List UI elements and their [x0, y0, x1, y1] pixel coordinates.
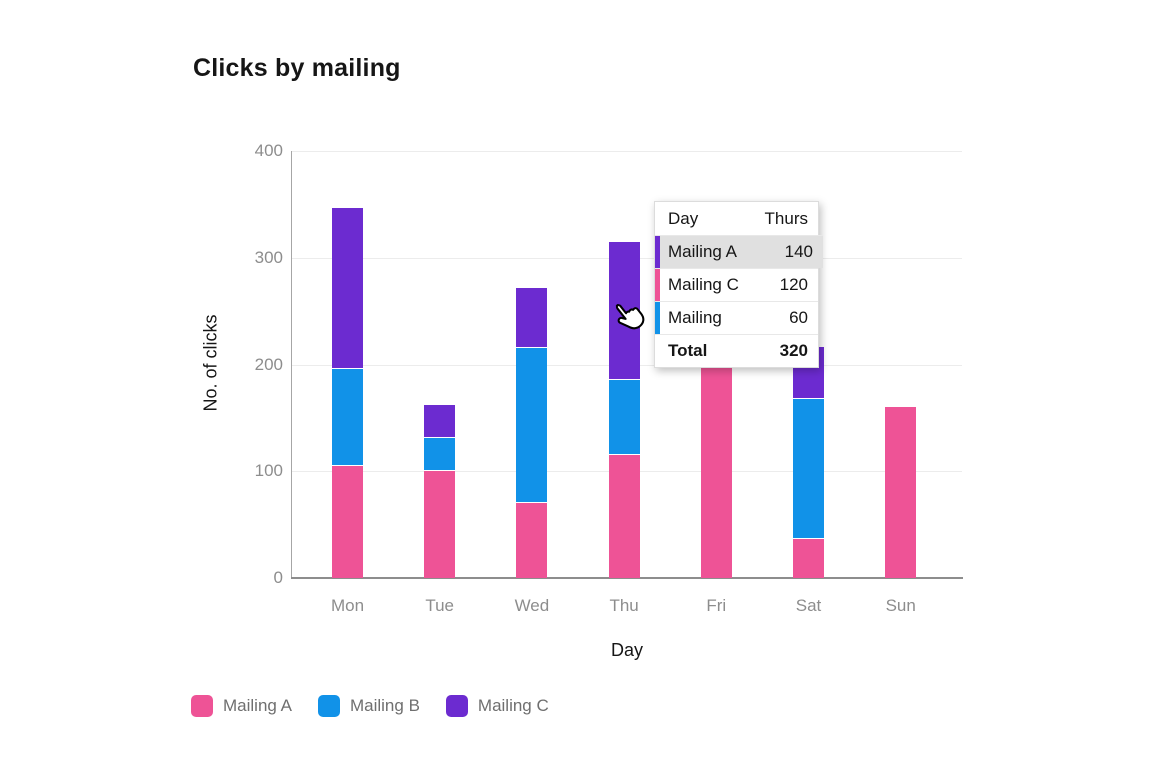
bar-segment-mailing-c[interactable]	[424, 405, 456, 438]
legend: Mailing A Mailing B Mailing C	[191, 695, 549, 717]
legend-swatch-mailing-a	[191, 695, 213, 717]
gridline-400	[292, 151, 962, 152]
y-axis-ticks: 0 100 200 300 400	[193, 142, 283, 587]
tooltip-row-mailing-a: Mailing A 140	[655, 235, 823, 268]
bar-segment-mailing-b[interactable]	[516, 347, 548, 503]
tooltip-value: Thurs	[764, 208, 808, 228]
tooltip-value: 140	[784, 242, 813, 261]
bar-segment-mailing-b[interactable]	[424, 438, 456, 471]
tooltip-value: 320	[779, 341, 808, 360]
y-tick-label-100: 100	[254, 461, 283, 481]
tooltip-value: 120	[779, 275, 808, 294]
bar-thu[interactable]	[608, 241, 640, 578]
bar-segment-mailing-a[interactable]	[793, 538, 824, 578]
bar-segment-mailing-a[interactable]	[516, 503, 548, 578]
bar-segment-mailing-b[interactable]	[332, 368, 363, 465]
y-tick-label-0: 0	[273, 568, 283, 587]
legend-label: Mailing B	[349, 696, 420, 715]
x-tick-label-wed: Wed	[514, 596, 550, 615]
bar-segment-mailing-a[interactable]	[332, 465, 363, 578]
x-axis-title: Day	[610, 640, 643, 660]
x-axis-line	[291, 577, 963, 579]
tooltip-swatch	[655, 269, 660, 301]
tooltip-value: 60	[789, 308, 808, 327]
bar-segment-mailing-c[interactable]	[332, 207, 363, 368]
bar-segment-mailing-b[interactable]	[793, 398, 824, 538]
legend-label: Mailing A	[223, 696, 292, 715]
bar-segment-mailing-c[interactable]	[516, 287, 548, 347]
legend-swatch-mailing-c	[445, 695, 468, 717]
tooltip-label: Mailing A	[668, 242, 737, 261]
x-axis-ticks: Mon Tue Wed Thu Fri Sat Sun	[292, 596, 962, 618]
bar-tue[interactable]	[424, 405, 456, 578]
x-tick-label-sat: Sat	[795, 596, 822, 615]
bar-sat[interactable]	[793, 346, 824, 578]
bar-fri[interactable]	[700, 364, 732, 578]
hand-pointer-cursor	[606, 291, 656, 343]
bar-mon[interactable]	[332, 207, 363, 578]
legend-label: Mailing C	[477, 696, 549, 715]
legend-swatch-mailing-b	[317, 695, 340, 717]
tooltip-swatch	[655, 302, 660, 334]
y-tick-label-200: 200	[254, 354, 283, 374]
bar-segment-mailing-a[interactable]	[608, 455, 640, 578]
tooltip: Day Thurs Mailing A 140 Mailing C 120 Mailing 6…	[654, 201, 823, 368]
plot-area	[292, 151, 962, 578]
tooltip-row-total: Total 320	[655, 334, 818, 367]
y-tick-label-300: 300	[254, 247, 283, 267]
tooltip-swatch	[655, 236, 660, 268]
bar-wed[interactable]	[516, 287, 548, 578]
tooltip-row-mailing: Mailing 60	[655, 301, 818, 334]
bar-segment-mailing-a[interactable]	[885, 407, 917, 578]
tooltip-label: Day	[668, 208, 699, 228]
y-axis-line	[291, 151, 292, 579]
legend-item-mailing-c[interactable]: Mailing C	[445, 695, 549, 717]
x-tick-label-sun: Sun	[885, 596, 916, 615]
y-tick-label-400: 400	[254, 141, 283, 160]
x-tick-label-tue: Tue	[425, 596, 455, 615]
bar-segment-mailing-b[interactable]	[608, 379, 640, 455]
x-tick-label-mon: Mon	[330, 596, 365, 615]
x-tick-label-fri: Fri	[706, 596, 727, 615]
bar-segment-mailing-a[interactable]	[424, 471, 456, 578]
tooltip-label: Mailing C	[668, 275, 739, 294]
tooltip-row-day: Day Thurs	[655, 202, 818, 235]
x-tick-label-thu: Thu	[609, 596, 639, 615]
tooltip-row-mailing-c: Mailing C 120	[655, 268, 818, 301]
legend-item-mailing-b[interactable]: Mailing B	[317, 695, 420, 717]
tooltip-label: Mailing	[668, 308, 722, 327]
legend-item-mailing-a[interactable]: Mailing A	[191, 695, 292, 717]
tooltip-label: Total	[668, 341, 708, 360]
bar-sun[interactable]	[885, 407, 917, 578]
page-title: Clicks by mailing	[193, 54, 401, 82]
bar-segment-mailing-a[interactable]	[700, 364, 732, 578]
